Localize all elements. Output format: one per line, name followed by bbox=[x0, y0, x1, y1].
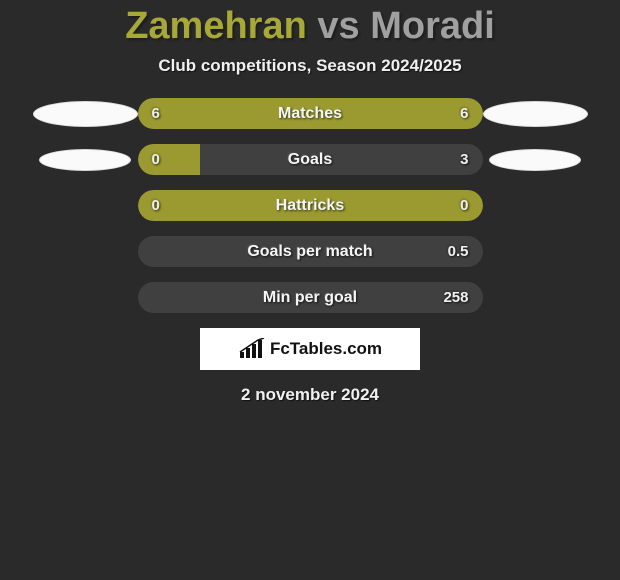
comparison-title: Zamehran vs Moradi bbox=[0, 5, 620, 48]
stat-row: 66Matches bbox=[0, 98, 620, 129]
stats-rows: 66Matches 03Goals 00Hattricks 0.5Goals per … bbox=[0, 98, 620, 313]
stat-row: 00Hattricks bbox=[0, 190, 620, 221]
brand-badge[interactable]: FcTables.com bbox=[200, 328, 420, 370]
team-left-icon bbox=[33, 99, 138, 129]
stat-row: 03Goals bbox=[0, 144, 620, 175]
stat-bar: 66Matches bbox=[138, 98, 483, 129]
stat-label: Goals bbox=[138, 151, 483, 169]
stat-label: Matches bbox=[138, 105, 483, 123]
stat-bar: 258Min per goal bbox=[138, 282, 483, 313]
stat-bar: 00Hattricks bbox=[138, 190, 483, 221]
stat-label: Goals per match bbox=[138, 243, 483, 261]
brand-text: FcTables.com bbox=[270, 339, 382, 359]
stat-row: 258Min per goal bbox=[0, 282, 620, 313]
subtitle: Club competitions, Season 2024/2025 bbox=[0, 56, 620, 76]
player1-name: Zamehran bbox=[125, 5, 307, 47]
chart-icon bbox=[238, 338, 266, 360]
stat-label: Min per goal bbox=[138, 289, 483, 307]
stat-label: Hattricks bbox=[138, 197, 483, 215]
team-left-icon bbox=[33, 145, 138, 175]
vs-separator: vs bbox=[317, 5, 359, 47]
stat-bar: 03Goals bbox=[138, 144, 483, 175]
stat-bar: 0.5Goals per match bbox=[138, 236, 483, 267]
stat-row: 0.5Goals per match bbox=[0, 236, 620, 267]
stats-card: Zamehran vs Moradi Club competitions, Se… bbox=[0, 0, 620, 405]
team-right-icon bbox=[483, 145, 588, 175]
player2-name: Moradi bbox=[370, 5, 495, 47]
team-right-icon bbox=[483, 99, 588, 129]
snapshot-date: 2 november 2024 bbox=[0, 385, 620, 405]
